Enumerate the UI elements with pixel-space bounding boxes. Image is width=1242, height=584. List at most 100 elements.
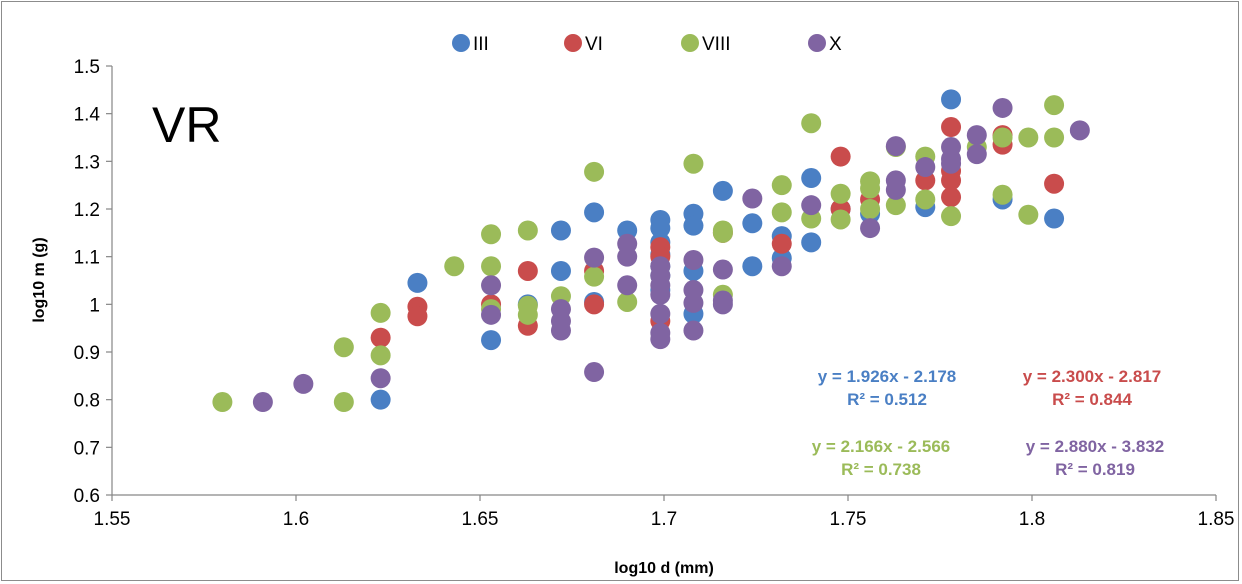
data-point: [407, 272, 428, 293]
y-tick-label: 1.4: [74, 105, 101, 126]
r-squared-label: R² = 0.738: [841, 460, 921, 479]
data-point: [712, 294, 733, 315]
data-point: [1069, 120, 1090, 141]
data-point: [481, 330, 502, 351]
legend-marker: [808, 34, 826, 52]
data-point: [801, 113, 822, 134]
r-squared-label: R² = 0.844: [1052, 390, 1132, 409]
trendline-equation: y = 2.300x - 2.817: [1023, 367, 1161, 386]
data-point: [801, 195, 822, 216]
data-point: [1044, 208, 1065, 229]
data-point: [517, 260, 538, 281]
data-point: [915, 189, 936, 210]
legend-label: X: [829, 34, 842, 55]
data-point: [481, 224, 502, 245]
data-point: [550, 260, 571, 281]
data-point: [212, 392, 233, 413]
x-tick-label: 1.8: [1019, 509, 1045, 530]
data-point: [407, 306, 428, 327]
data-point: [941, 153, 962, 174]
data-point: [683, 215, 704, 236]
data-point: [885, 195, 906, 216]
data-point: [860, 199, 881, 219]
data-point: [992, 97, 1013, 118]
data-point: [712, 259, 733, 280]
data-point: [712, 180, 733, 201]
data-point: [801, 232, 822, 253]
ticks: 0.6 0.7 0.8 0.9 1 1.1 1.2 1.3 1.4 1.5 1.55 1.6 1.65 1…: [74, 57, 1235, 530]
data-point: [650, 218, 671, 239]
y-tick-label: 0.6: [74, 486, 100, 507]
data-point: [650, 329, 671, 350]
r-squared-label: R² = 0.512: [847, 390, 927, 409]
data-point: [712, 222, 733, 243]
y-tick-label: 1.2: [74, 200, 100, 221]
y-tick-label: 1: [89, 295, 100, 316]
data-point: [742, 188, 763, 209]
data-point: [584, 266, 605, 287]
data-point: [915, 157, 936, 178]
y-tick-label: 1.1: [74, 248, 100, 269]
data-point: [830, 146, 851, 167]
data-point: [550, 220, 571, 241]
trendline-equation: y = 2.880x - 3.832: [1026, 437, 1164, 456]
legend-label: VI: [585, 34, 603, 55]
data-point: [617, 291, 638, 312]
data-point: [771, 256, 792, 277]
data-point: [1044, 95, 1065, 116]
data-point: [771, 233, 792, 254]
x-tick-label: 1.6: [283, 509, 309, 530]
data-points: [212, 89, 1090, 413]
data-point: [771, 175, 792, 196]
data-point: [941, 89, 962, 110]
data-point: [650, 284, 671, 305]
data-point: [370, 302, 391, 323]
data-point: [444, 256, 465, 277]
data-point: [252, 392, 273, 413]
data-point: [683, 153, 704, 174]
data-point: [1044, 173, 1065, 194]
data-point: [1018, 204, 1039, 225]
data-point: [941, 170, 962, 191]
data-point: [941, 117, 962, 138]
data-point: [584, 362, 605, 383]
legend-marker: [681, 34, 699, 52]
data-point: [966, 125, 987, 146]
data-point: [830, 209, 851, 230]
data-point: [650, 303, 671, 324]
trendline-equation: y = 1.926x - 2.178: [818, 367, 956, 386]
data-point: [370, 327, 391, 348]
data-point: [293, 373, 314, 394]
data-point: [481, 275, 502, 296]
x-tick-label: 1.85: [1198, 509, 1235, 530]
data-point: [885, 136, 906, 157]
data-point: [481, 256, 502, 277]
data-point: [801, 168, 822, 189]
data-point: [584, 294, 605, 315]
data-point: [481, 304, 502, 325]
data-point: [517, 220, 538, 241]
data-point: [550, 320, 571, 341]
data-point: [992, 184, 1013, 205]
data-point: [860, 178, 881, 199]
y-tick-label: 1.3: [74, 152, 100, 173]
data-point: [333, 392, 354, 413]
panel-label: VR: [152, 97, 221, 153]
data-point: [941, 187, 962, 208]
data-point: [860, 218, 881, 239]
data-point: [966, 144, 987, 165]
legend-marker: [564, 34, 582, 52]
data-point: [617, 275, 638, 296]
data-point: [584, 247, 605, 268]
series-viii: [212, 95, 1065, 413]
y-tick-label: 0.7: [74, 438, 100, 459]
legend-label: III: [473, 34, 489, 55]
series-x: [252, 97, 1090, 413]
data-point: [584, 202, 605, 223]
legend: III VI VIII X: [452, 34, 842, 55]
y-tick-label: 0.9: [74, 343, 100, 364]
legend-marker: [452, 34, 470, 52]
x-axis-title: log10 d (mm): [614, 560, 714, 577]
data-point: [683, 250, 704, 271]
